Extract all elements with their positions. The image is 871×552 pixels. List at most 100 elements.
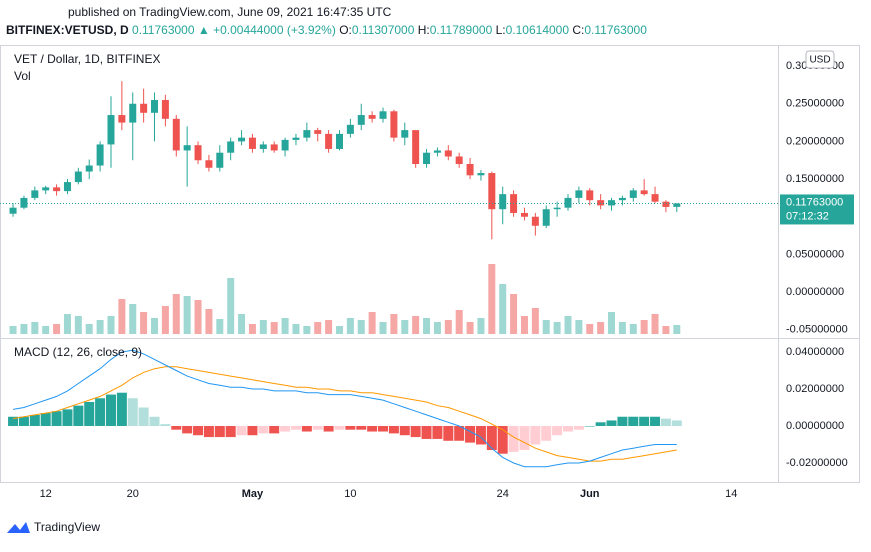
field-value: 0.11763000 bbox=[584, 23, 647, 37]
candle-body bbox=[520, 212, 528, 217]
last-price-label: 0.11763000 bbox=[786, 196, 843, 208]
candle-body bbox=[597, 200, 605, 206]
candle-body bbox=[390, 111, 398, 138]
published-note: published on TradingView.com, June 09, 2… bbox=[68, 5, 392, 19]
currency-box[interactable] bbox=[805, 50, 835, 69]
candle-body bbox=[662, 201, 670, 207]
volume-bar bbox=[107, 316, 115, 334]
volume-bar bbox=[161, 306, 169, 334]
histogram-bar bbox=[606, 420, 617, 426]
series-title: VET / Dollar, 1D, BITFINEX bbox=[14, 52, 160, 66]
change: ▲ +0.00444000 (+3.92%) bbox=[198, 23, 336, 37]
candle-body bbox=[118, 115, 126, 123]
candle-body bbox=[423, 152, 431, 165]
candle-body bbox=[205, 160, 213, 168]
candle-body bbox=[140, 103, 148, 113]
y-tick-label: 0.00000000 bbox=[786, 420, 844, 432]
volume-bar bbox=[96, 320, 104, 334]
currency[interactable]: USD bbox=[809, 55, 830, 66]
candle-body bbox=[53, 187, 61, 192]
x-tick-label: Jun bbox=[580, 488, 600, 500]
candle-body bbox=[270, 144, 278, 151]
last: 0.11763000 bbox=[132, 23, 195, 37]
histogram-bar bbox=[323, 425, 334, 432]
volume-bar bbox=[368, 312, 376, 334]
candle-body bbox=[281, 139, 289, 151]
y-tick-label: -0.02000000 bbox=[786, 457, 848, 469]
volume-bar bbox=[597, 322, 605, 334]
histogram-bar bbox=[541, 425, 552, 441]
volume-bar bbox=[346, 318, 354, 334]
histogram-bar bbox=[95, 398, 106, 426]
volume-bar bbox=[118, 299, 126, 334]
candle-body bbox=[466, 164, 474, 176]
x-tick-label: 20 bbox=[127, 488, 139, 500]
volume-bar bbox=[412, 316, 420, 334]
candle-body bbox=[248, 137, 256, 149]
x-tick-label: 12 bbox=[40, 488, 52, 500]
volume-bar bbox=[140, 312, 148, 334]
candle-body bbox=[31, 190, 39, 198]
histogram-bar bbox=[334, 425, 345, 430]
candle-body bbox=[531, 216, 539, 226]
logo-shape bbox=[7, 522, 30, 533]
histogram-bar bbox=[573, 425, 584, 430]
candle-body bbox=[433, 150, 441, 153]
histogram-bar bbox=[530, 425, 541, 445]
symbol: BITFINEX:VETUSD, D bbox=[6, 23, 129, 37]
candle-body bbox=[20, 197, 28, 208]
volume-bar bbox=[651, 314, 659, 334]
histogram-bar bbox=[8, 416, 19, 426]
volume-bar bbox=[314, 322, 322, 334]
volume-bar bbox=[618, 322, 626, 334]
histogram-bar bbox=[62, 409, 73, 426]
candle-body bbox=[379, 111, 387, 119]
histogram-bar bbox=[84, 401, 95, 426]
candle-body bbox=[542, 209, 550, 226]
volume-bar bbox=[183, 296, 191, 334]
candle-body bbox=[608, 200, 616, 206]
candle-body bbox=[85, 165, 93, 172]
volume-bar bbox=[455, 310, 463, 334]
histogram-bar bbox=[280, 425, 291, 432]
countdown: 07:12:32 bbox=[786, 210, 829, 222]
histogram-bar bbox=[497, 425, 508, 454]
histogram-bar bbox=[639, 416, 650, 426]
candle-body bbox=[618, 197, 626, 201]
histogram-bar bbox=[671, 420, 682, 426]
volume-bar bbox=[466, 322, 474, 334]
histogram-bar bbox=[258, 425, 269, 434]
histogram-bar bbox=[160, 424, 171, 426]
histogram-bar bbox=[399, 425, 410, 436]
candle-body bbox=[325, 133, 333, 149]
candle-body bbox=[292, 137, 300, 140]
volume-bar bbox=[564, 316, 572, 334]
volume-bar bbox=[227, 278, 235, 334]
histogram-bar bbox=[388, 425, 399, 434]
volume-bar bbox=[586, 324, 594, 334]
histogram-bar bbox=[475, 425, 486, 445]
candle-body bbox=[216, 152, 224, 168]
candle-body bbox=[96, 144, 104, 166]
volume-bar bbox=[433, 322, 441, 334]
candle-body bbox=[553, 207, 561, 210]
volume-bar bbox=[42, 326, 50, 334]
volume-bar bbox=[335, 326, 343, 334]
candle-body bbox=[586, 190, 594, 201]
volume-bar bbox=[673, 325, 681, 334]
field-key: C: bbox=[572, 23, 584, 37]
y-tick-label: -0.05000000 bbox=[786, 324, 848, 336]
y-tick-label: 0.02000000 bbox=[786, 383, 844, 395]
candle-body bbox=[651, 194, 659, 202]
histogram-bar bbox=[290, 425, 301, 430]
volume-bar bbox=[259, 320, 267, 334]
volume-bar bbox=[248, 324, 256, 334]
volume-title: Vol bbox=[14, 69, 31, 83]
volume-bar bbox=[292, 324, 300, 334]
candle-body bbox=[227, 141, 235, 153]
volume-bar bbox=[172, 294, 180, 334]
volume-bar bbox=[662, 326, 670, 334]
candle-body bbox=[640, 190, 648, 195]
histogram-bar bbox=[203, 425, 214, 438]
